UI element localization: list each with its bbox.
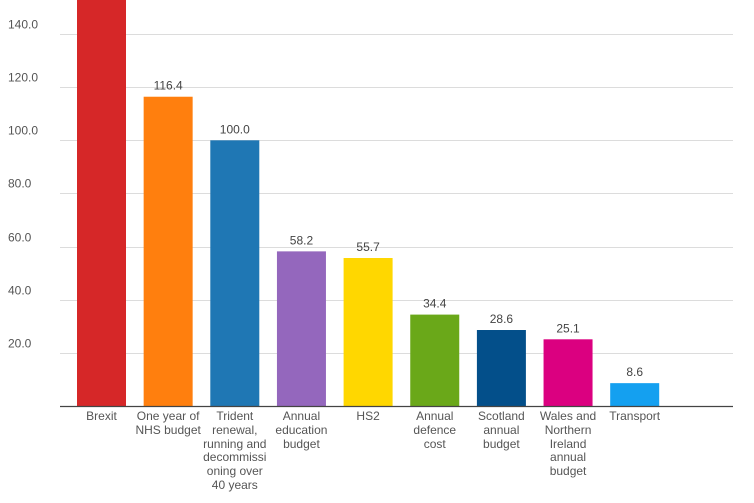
x-category-label: Trident renewal, running and decommissi …: [203, 409, 267, 492]
bar: [143, 96, 193, 407]
bar: [77, 0, 126, 406]
x-category-label: Wales and Northern Ireland annual budget: [539, 409, 597, 479]
y-tick-label: 120.0: [8, 71, 38, 85]
data-labels: 116.4 100.0 58.2 55.7 34.4 28.6 25.1 8.6: [154, 79, 644, 379]
data-label: 116.4: [154, 79, 183, 93]
x-category-label: Brexit: [86, 409, 117, 423]
data-label: 55.7: [356, 240, 380, 254]
y-tick-label: 80.0: [8, 177, 32, 191]
bar: [276, 251, 326, 406]
data-label: 58.2: [290, 233, 314, 247]
x-category-label: HS2: [356, 409, 380, 423]
bars: [77, 0, 660, 407]
data-label: 34.4: [423, 297, 447, 311]
y-tick-label: 140.0: [8, 18, 38, 32]
x-category-label: One year of NHS budget: [135, 409, 201, 437]
y-tick-label: 20.0: [8, 337, 32, 351]
bar: [410, 314, 460, 406]
x-category-label: Scotland annual budget: [478, 409, 525, 451]
bar: [210, 140, 260, 407]
x-category-label: Transport: [609, 409, 661, 423]
bar: [610, 383, 660, 406]
bar: [476, 330, 526, 406]
data-label: 8.6: [626, 365, 643, 379]
y-axis-ticks: 20.0 40.0 60.0 80.0 100.0 120.0 140.0: [8, 18, 38, 351]
y-tick-label: 40.0: [8, 284, 32, 298]
data-label: 28.6: [490, 312, 514, 326]
bar: [343, 258, 393, 406]
bar: [543, 339, 593, 406]
data-label: 25.1: [556, 321, 580, 335]
data-label: 100.0: [220, 122, 250, 136]
y-tick-label: 100.0: [8, 124, 38, 138]
x-category-label: Annual education budget: [275, 409, 328, 451]
x-category-label: Annual defence cost: [413, 409, 457, 451]
y-tick-label: 60.0: [8, 231, 32, 245]
